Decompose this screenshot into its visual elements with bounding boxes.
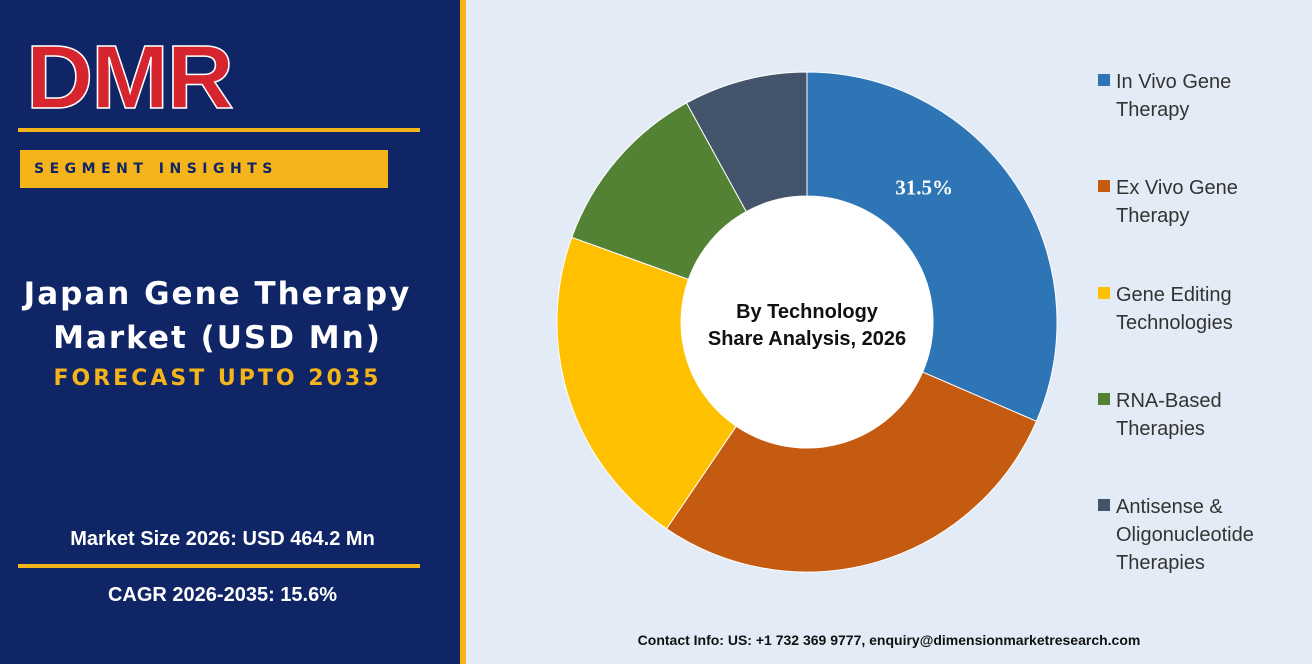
legend-label-3: Gene Editing Technologies (1116, 284, 1233, 334)
forecast-subtitle: FORECAST UPTO 2035 (53, 366, 382, 391)
legend-label-5: Antisense & Oligonucleotide Therapies (1116, 496, 1254, 574)
market-size-stat: Market Size 2026: USD 464.2 Mn (70, 528, 375, 550)
dmr-logo: DMR (26, 34, 236, 118)
legend-label-1: In Vivo Gene Therapy (1116, 71, 1232, 121)
contact-info: Contact Info: US: +1 732 369 9777, enqui… (637, 632, 1141, 648)
report-title-line1: Japan Gene Therapy (23, 276, 412, 312)
left-info-panel: DMR SEGMENT INSIGHTS Japan Gene Therapy … (0, 0, 460, 664)
legend-label-4: RNA-Based Therapies (1116, 390, 1222, 440)
data-label-1: 31.5% (895, 175, 953, 199)
legend-label-2: Ex Vivo Gene Therapy (1116, 177, 1238, 227)
legend-swatch-1 (1098, 74, 1110, 86)
report-title-line2: Market (USD Mn) (53, 320, 382, 356)
cagr-stat: CAGR 2026-2035: 15.6% (107, 584, 337, 606)
gold-vertical-divider (460, 0, 466, 664)
donut-chart: 31.5% By Technology Share Analysis, 2026 (556, 71, 1058, 573)
center-label-line-2: Share Analysis, 2026 (708, 328, 906, 350)
donut-center (681, 196, 933, 448)
dmr-logo-text: DMR (26, 34, 233, 118)
center-label-line-1: By Technology (736, 301, 879, 323)
gold-divider-top (18, 128, 420, 132)
legend-swatch-5 (1098, 499, 1110, 511)
legend-swatch-2 (1098, 180, 1110, 192)
segment-insights-label: SEGMENT INSIGHTS (34, 161, 278, 177)
gold-divider-bottom (18, 564, 420, 568)
legend-swatch-3 (1098, 287, 1110, 299)
segment-insights-banner: SEGMENT INSIGHTS (20, 150, 388, 188)
legend-swatch-4 (1098, 393, 1110, 405)
